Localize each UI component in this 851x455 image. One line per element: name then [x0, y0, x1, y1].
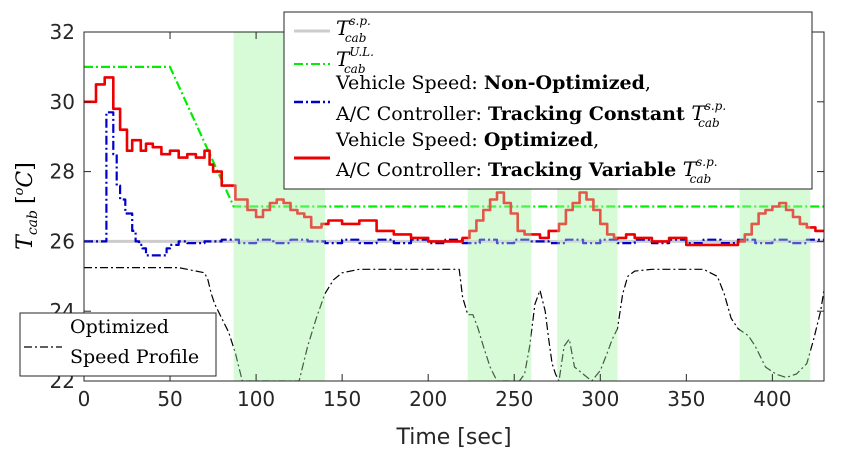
- x-tick-label-50: 50: [157, 387, 182, 411]
- y-tick-label-30: 30: [50, 90, 75, 114]
- x-tick-label-100: 100: [237, 387, 275, 411]
- legend-main: Ts.p. cab TU.L. cab Vehicle Speed: Non-Opt…: [283, 11, 813, 190]
- legend-main-box: [283, 11, 813, 190]
- y-axis-label: Tcab[oC]: [12, 162, 41, 250]
- legend-label-speed-line1: Optimized: [70, 316, 169, 338]
- x-tick-label-400: 400: [753, 387, 791, 411]
- legend-speed: Optimized Speed Profile: [19, 312, 217, 377]
- x-tick-label-250: 250: [495, 387, 533, 411]
- series-line-optimized-tracking-variable: [84, 76, 824, 247]
- y-tick-label-28: 28: [50, 160, 75, 184]
- legend-label-setpoint: Ts.p. cab: [336, 14, 371, 45]
- x-axis-label: Time [sec]: [395, 425, 511, 450]
- x-tick-label-0: 0: [78, 387, 91, 411]
- legend-label-optimized-line1: Vehicle Speed: Optimized,: [335, 129, 599, 151]
- series-line-optimized-speed-profile: [84, 267, 824, 381]
- x-tick-label-300: 300: [581, 387, 619, 411]
- x-tick-label-350: 350: [667, 387, 705, 411]
- legend-label-upper-limit: TU.L. cab: [336, 45, 374, 76]
- series-line-upper-limit: [84, 65, 824, 208]
- legend-label-non-optimized-line2: A/C Controller: Tracking Constant Ts.p. c…: [335, 99, 726, 130]
- y-tick-label-26: 26: [50, 229, 75, 253]
- legend-label-optimized-line2: A/C Controller: Tracking Variable Ts.p. c…: [335, 155, 718, 186]
- legend-label-speed-line2: Speed Profile: [70, 346, 199, 368]
- x-tick-label-200: 200: [409, 387, 447, 411]
- legend-speed-box: [19, 312, 217, 377]
- x-tick-label-150: 150: [323, 387, 361, 411]
- y-tick-label-32: 32: [50, 20, 75, 44]
- legend-label-non-optimized-line1: Vehicle Speed: Non-Optimized,: [335, 72, 651, 94]
- svg-text:Tcab[oC]: Tcab[oC]: [12, 162, 41, 250]
